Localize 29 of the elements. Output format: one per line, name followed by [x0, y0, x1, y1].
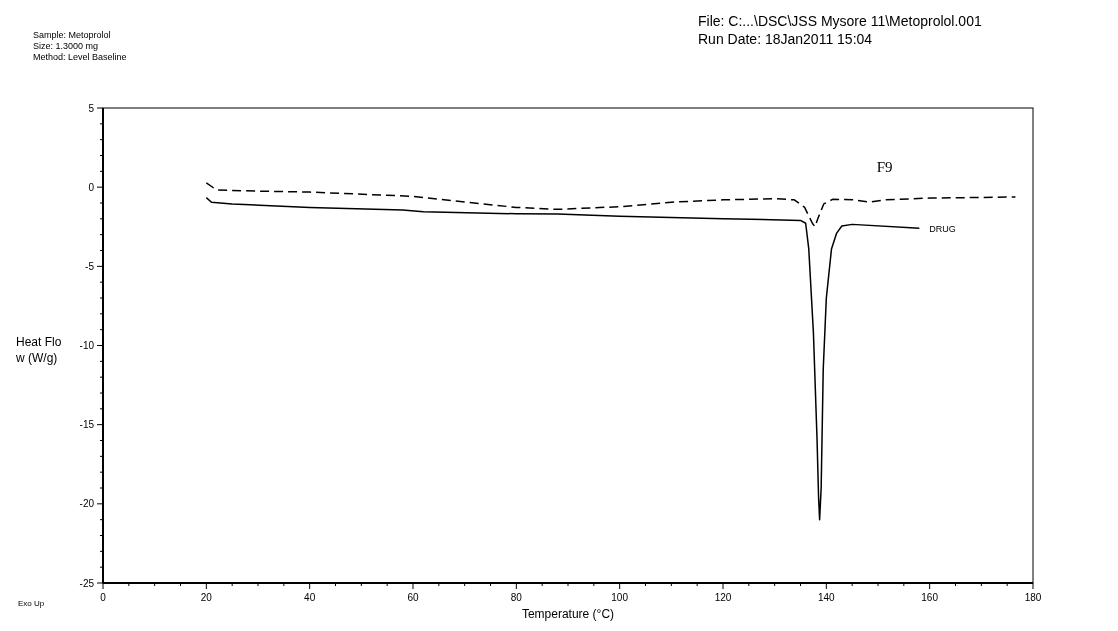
y-tick-label: -20: [79, 498, 95, 510]
series-label: F9: [876, 158, 893, 175]
x-tick-label: 100: [611, 592, 629, 603]
x-axis-title: Temperature (°C): [521, 607, 615, 621]
text: Size: 1.3000 mg: [33, 41, 99, 51]
y-tick-label: 5: [88, 102, 95, 114]
text: Exo Up: [18, 599, 45, 608]
x-tick-label: 120: [714, 592, 732, 603]
text: Method: Level Baseline: [33, 52, 127, 62]
x-tick-label: 180: [1024, 592, 1042, 603]
y-tick-label: -10: [79, 340, 95, 351]
y-tick-label: -5: [85, 260, 95, 272]
y-tick-label: 0: [88, 181, 95, 193]
x-tick-label: 0: [100, 592, 107, 603]
text: Sample: Metoprolol: [33, 30, 111, 40]
x-tick-label: 80: [510, 592, 523, 603]
x-tick-label: 160: [921, 592, 939, 603]
line-series: [205, 196, 921, 521]
y-tick-label: -15: [79, 419, 95, 431]
x-tick-label: 20: [200, 592, 213, 603]
line-series: [205, 182, 1017, 228]
y-axis-title: Heat Flow (W/g): [15, 334, 62, 365]
text: File: C:...\DSC\JSS Mysore 11\Metoprolol.001: [698, 13, 982, 29]
y-tick-label: -25: [79, 577, 95, 589]
series-label: DRUG: [929, 224, 956, 235]
text: Run Date: 18Jan2011 15:04: [698, 31, 873, 47]
x-tick-label: 140: [817, 592, 836, 603]
x-tick-label: 60: [407, 592, 419, 603]
x-tick-label: 40: [304, 592, 316, 603]
